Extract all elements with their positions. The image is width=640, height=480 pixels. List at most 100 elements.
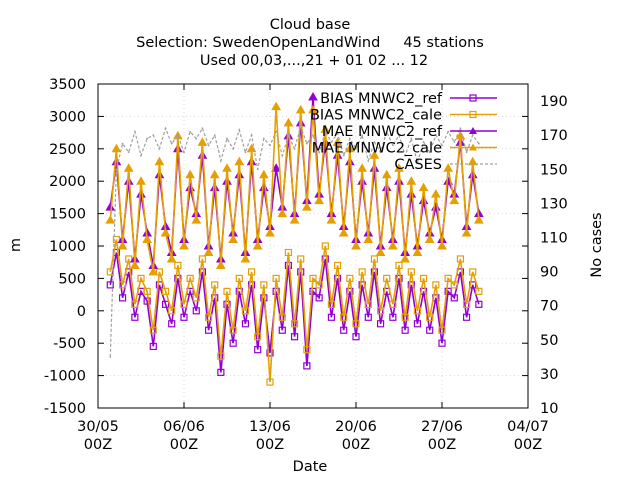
series-point	[266, 378, 274, 386]
series-point	[395, 274, 403, 282]
series-point	[407, 268, 415, 276]
series-point	[278, 326, 286, 334]
grid	[97, 83, 529, 409]
series-point	[258, 169, 269, 179]
series-point	[469, 268, 477, 276]
series-point	[234, 156, 245, 166]
series-point	[379, 151, 382, 154]
series-point	[387, 240, 398, 250]
series-point	[324, 130, 327, 133]
series-point	[370, 268, 379, 276]
series-point	[185, 169, 196, 179]
series-point	[154, 156, 165, 166]
series-point	[180, 300, 188, 308]
series-point	[170, 142, 173, 145]
series-point	[375, 247, 386, 256]
series-point	[303, 362, 311, 370]
x-tick-label-hour: 00Z	[84, 437, 112, 453]
y2-tick-label: 90	[540, 265, 558, 281]
series-point	[204, 326, 213, 334]
series-point	[168, 320, 176, 328]
legend-marker	[469, 143, 477, 151]
series-point	[281, 154, 284, 157]
series-point	[352, 333, 360, 341]
series-layer	[105, 91, 484, 386]
series-point	[332, 150, 343, 159]
legend-label: BIAS MNWC2_cale	[310, 108, 442, 124]
series-point	[229, 339, 237, 347]
series-point	[357, 163, 368, 172]
x-tick-label: 13/06	[249, 419, 291, 435]
series-point	[330, 141, 333, 143]
series-point	[475, 300, 483, 308]
y-tick-label: 500	[58, 271, 86, 287]
series-point	[127, 151, 130, 154]
series-point	[213, 134, 216, 137]
series-point	[118, 294, 127, 302]
series-point	[241, 320, 250, 328]
series-point	[117, 240, 128, 250]
series-point	[413, 307, 422, 315]
series-point	[303, 346, 311, 354]
series-point	[254, 346, 262, 354]
y2-tick-label: 70	[540, 299, 558, 315]
series-point	[192, 294, 200, 302]
series-point	[449, 195, 460, 205]
series-point	[198, 268, 207, 276]
series-point	[284, 261, 293, 270]
series-point	[158, 147, 161, 150]
series-point	[430, 202, 441, 211]
series-point	[247, 281, 256, 289]
series-point	[381, 169, 392, 179]
series-point	[419, 274, 428, 282]
series-point	[203, 247, 214, 256]
series-line-0	[109, 252, 480, 373]
series-point	[247, 268, 256, 276]
series-point	[152, 134, 155, 137]
series-point	[161, 300, 170, 308]
series-point	[204, 313, 213, 321]
series-point	[389, 300, 397, 308]
series-point	[232, 147, 235, 150]
series-point	[340, 313, 348, 321]
series-point	[240, 253, 251, 263]
series-point	[241, 307, 250, 315]
series-point	[290, 320, 299, 328]
series-point	[398, 134, 400, 137]
series-point	[254, 333, 262, 341]
x-tick-label: 30/05	[77, 419, 119, 435]
series-point	[336, 132, 339, 135]
series-point	[244, 151, 247, 154]
series-line-1	[109, 239, 480, 383]
x-tick-label: 06/06	[163, 419, 205, 435]
legend-label: MAE MNWC2_cale	[312, 141, 442, 157]
series-point	[426, 313, 434, 321]
series-point	[115, 168, 118, 171]
legend-label: BIAS MNWC2_ref	[320, 91, 443, 107]
series-point	[367, 159, 370, 162]
series-point	[443, 163, 454, 172]
series-point	[426, 326, 434, 334]
series-point	[219, 159, 222, 162]
series-point	[262, 137, 265, 140]
series-point	[467, 169, 478, 179]
series-point	[389, 313, 397, 321]
y-tick-label: -1000	[44, 369, 86, 385]
series-point	[183, 151, 185, 154]
series-point	[462, 300, 471, 308]
series-point	[180, 313, 188, 321]
series-point	[269, 144, 271, 147]
series-point	[346, 287, 354, 295]
series-point	[394, 163, 404, 172]
chart-subtitle-2: Used 00,03,...,21 + 01 02 ... 12	[200, 53, 428, 69]
series-point	[344, 156, 355, 166]
series-point	[256, 168, 259, 171]
series-point	[290, 333, 299, 341]
series-point	[105, 215, 116, 224]
x-tick-label-hour: 00Z	[256, 437, 284, 453]
series-point	[106, 268, 114, 276]
series-point	[456, 255, 465, 263]
series-point	[326, 215, 337, 224]
y2-tick-label: 170	[540, 128, 568, 144]
x-tick-label-hour: 00Z	[342, 437, 370, 453]
